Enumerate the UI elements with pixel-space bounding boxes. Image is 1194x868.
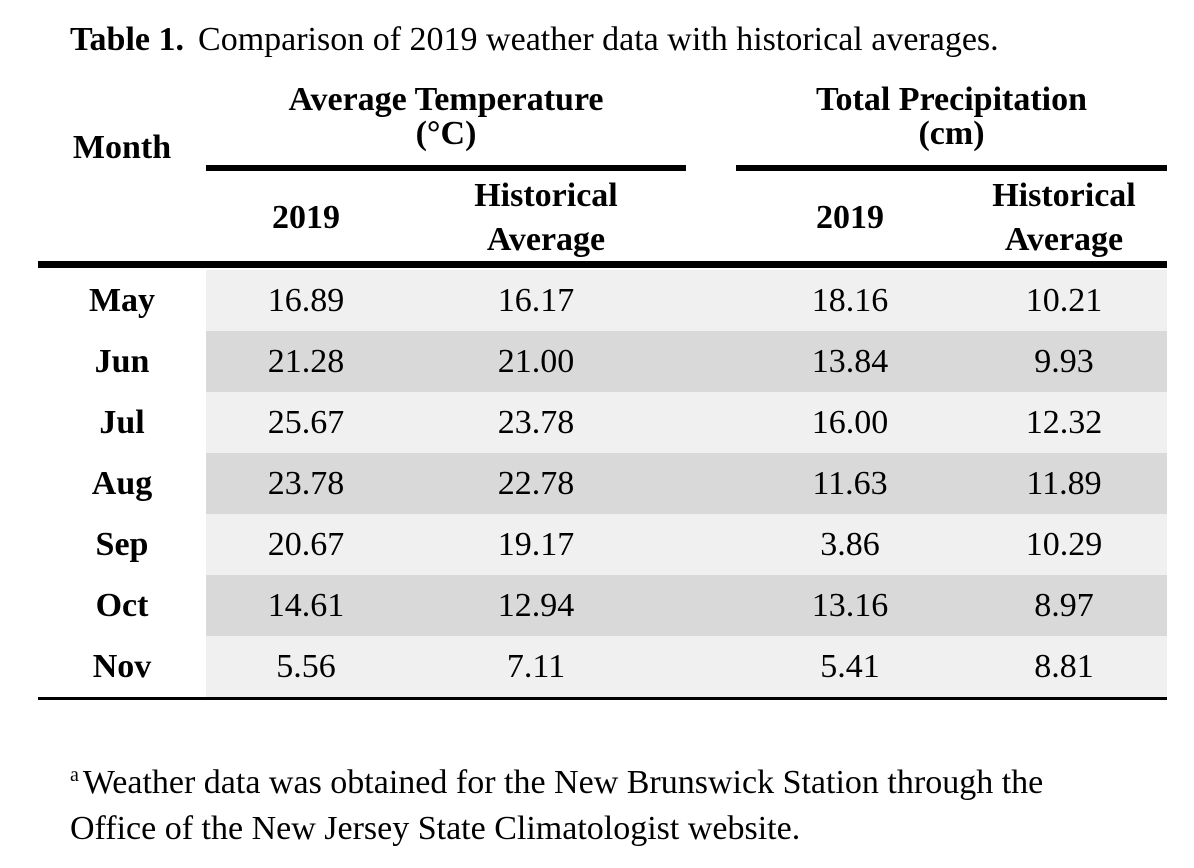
table-row: Jul 25.67 23.78 16.00 12.32 <box>38 392 1167 453</box>
table-bottom-rule <box>38 697 1167 700</box>
temp-2019-cell: 25.67 <box>267 404 345 441</box>
precip-2019-cell: 13.16 <box>811 587 889 624</box>
row-shade <box>206 514 1167 575</box>
precip-historical-header: Historical Average <box>954 176 1174 260</box>
table-row: Jun 21.28 21.00 13.84 9.93 <box>38 331 1167 392</box>
temp-2019-cell: 23.78 <box>267 465 345 502</box>
temp-historical-line1: Historical <box>474 177 618 214</box>
precip-historical-cell: 8.97 <box>1034 587 1094 624</box>
table-row: Sep 20.67 19.17 3.86 10.29 <box>38 514 1167 575</box>
precip-historical-cell: 9.93 <box>1034 343 1094 380</box>
temp-historical-cell: 7.11 <box>506 648 566 685</box>
row-shade <box>206 636 1167 697</box>
caption-text: Comparison of 2019 weather data with his… <box>198 21 999 58</box>
precipitation-group-header: Total Precipitation (cm) <box>736 80 1167 154</box>
month-cell: Sep <box>95 526 149 563</box>
month-cell: Jul <box>99 404 145 441</box>
precip-historical-cell: 10.21 <box>1025 282 1103 319</box>
precip-2019-cell: 5.41 <box>820 648 880 685</box>
temp-historical-cell: 12.94 <box>497 587 575 624</box>
row-shade <box>206 270 1167 331</box>
precipitation-group-rule <box>736 165 1167 171</box>
precip-historical-line2: Average <box>1004 221 1124 258</box>
temperature-group-line2: (°C) <box>415 115 477 152</box>
precip-2019-header-label: 2019 <box>816 199 884 236</box>
caption-label: Table 1. <box>70 21 185 58</box>
temp-2019-cell: 14.61 <box>267 587 345 624</box>
temp-2019-cell: 20.67 <box>267 526 345 563</box>
precip-2019-cell: 13.84 <box>811 343 889 380</box>
precip-historical-line1: Historical <box>992 177 1136 214</box>
precip-historical-cell: 10.29 <box>1025 526 1103 563</box>
month-header-label: Month <box>72 129 172 166</box>
table-row: Oct 14.61 12.94 13.16 8.97 <box>38 575 1167 636</box>
temp-historical-cell: 22.78 <box>497 465 575 502</box>
temp-historical-cell: 16.17 <box>497 282 575 319</box>
precip-2019-cell: 11.63 <box>812 465 888 502</box>
row-shade <box>206 331 1167 392</box>
row-shade <box>206 392 1167 453</box>
temp-historical-cell: 23.78 <box>497 404 575 441</box>
temp-2019-cell: 16.89 <box>267 282 345 319</box>
table-row: Nov 5.56 7.11 5.41 8.81 <box>38 636 1167 697</box>
temp-historical-header: Historical Average <box>436 176 656 260</box>
footnote-text-1: Weather data was obtained for the New Br… <box>82 764 1044 801</box>
temperature-group-rule <box>206 165 686 171</box>
temperature-group-header: Average Temperature (°C) <box>206 80 686 154</box>
header-bottom-rule <box>38 261 1167 268</box>
temperature-group-line1: Average Temperature <box>288 81 604 118</box>
precipitation-group-line1: Total Precipitation <box>815 81 1088 118</box>
temp-2019-cell: 5.56 <box>276 648 336 685</box>
footnote-marker: a <box>70 764 79 786</box>
temp-historical-cell: 19.17 <box>497 526 575 563</box>
row-shade <box>206 453 1167 514</box>
precip-historical-cell: 8.81 <box>1034 648 1094 685</box>
precip-historical-cell: 12.32 <box>1025 404 1103 441</box>
precip-2019-cell: 18.16 <box>811 282 889 319</box>
precip-2019-cell: 16.00 <box>811 404 889 441</box>
month-cell: Aug <box>91 465 153 502</box>
precipitation-group-line2: (cm) <box>918 115 985 152</box>
temp-historical-line2: Average <box>486 221 606 258</box>
precip-historical-cell: 11.89 <box>1026 465 1102 502</box>
precip-2019-cell: 3.86 <box>820 526 880 563</box>
row-shade <box>206 575 1167 636</box>
month-cell: May <box>88 282 156 319</box>
table-caption: Table 1. Comparison of 2019 weather data … <box>70 18 999 62</box>
month-cell: Oct <box>95 587 149 624</box>
precip-2019-header: 2019 <box>750 198 950 238</box>
temp-2019-header-label: 2019 <box>272 199 340 236</box>
footnote-line2: Office of the New Jersey State Climatolo… <box>70 810 801 847</box>
footnote-line1: a Weather data was obtained for the New B… <box>70 752 1180 806</box>
footnote: a Weather data was obtained for the New B… <box>70 752 1180 852</box>
table-row: Aug 23.78 22.78 11.63 11.89 <box>38 453 1167 514</box>
month-cell: Jun <box>94 343 150 380</box>
temp-historical-cell: 21.00 <box>497 343 575 380</box>
temp-2019-header: 2019 <box>206 198 406 238</box>
temp-2019-cell: 21.28 <box>267 343 345 380</box>
month-header: Month <box>38 128 206 168</box>
table-row: May 16.89 16.17 18.16 10.21 <box>38 270 1167 331</box>
month-cell: Nov <box>92 648 152 685</box>
